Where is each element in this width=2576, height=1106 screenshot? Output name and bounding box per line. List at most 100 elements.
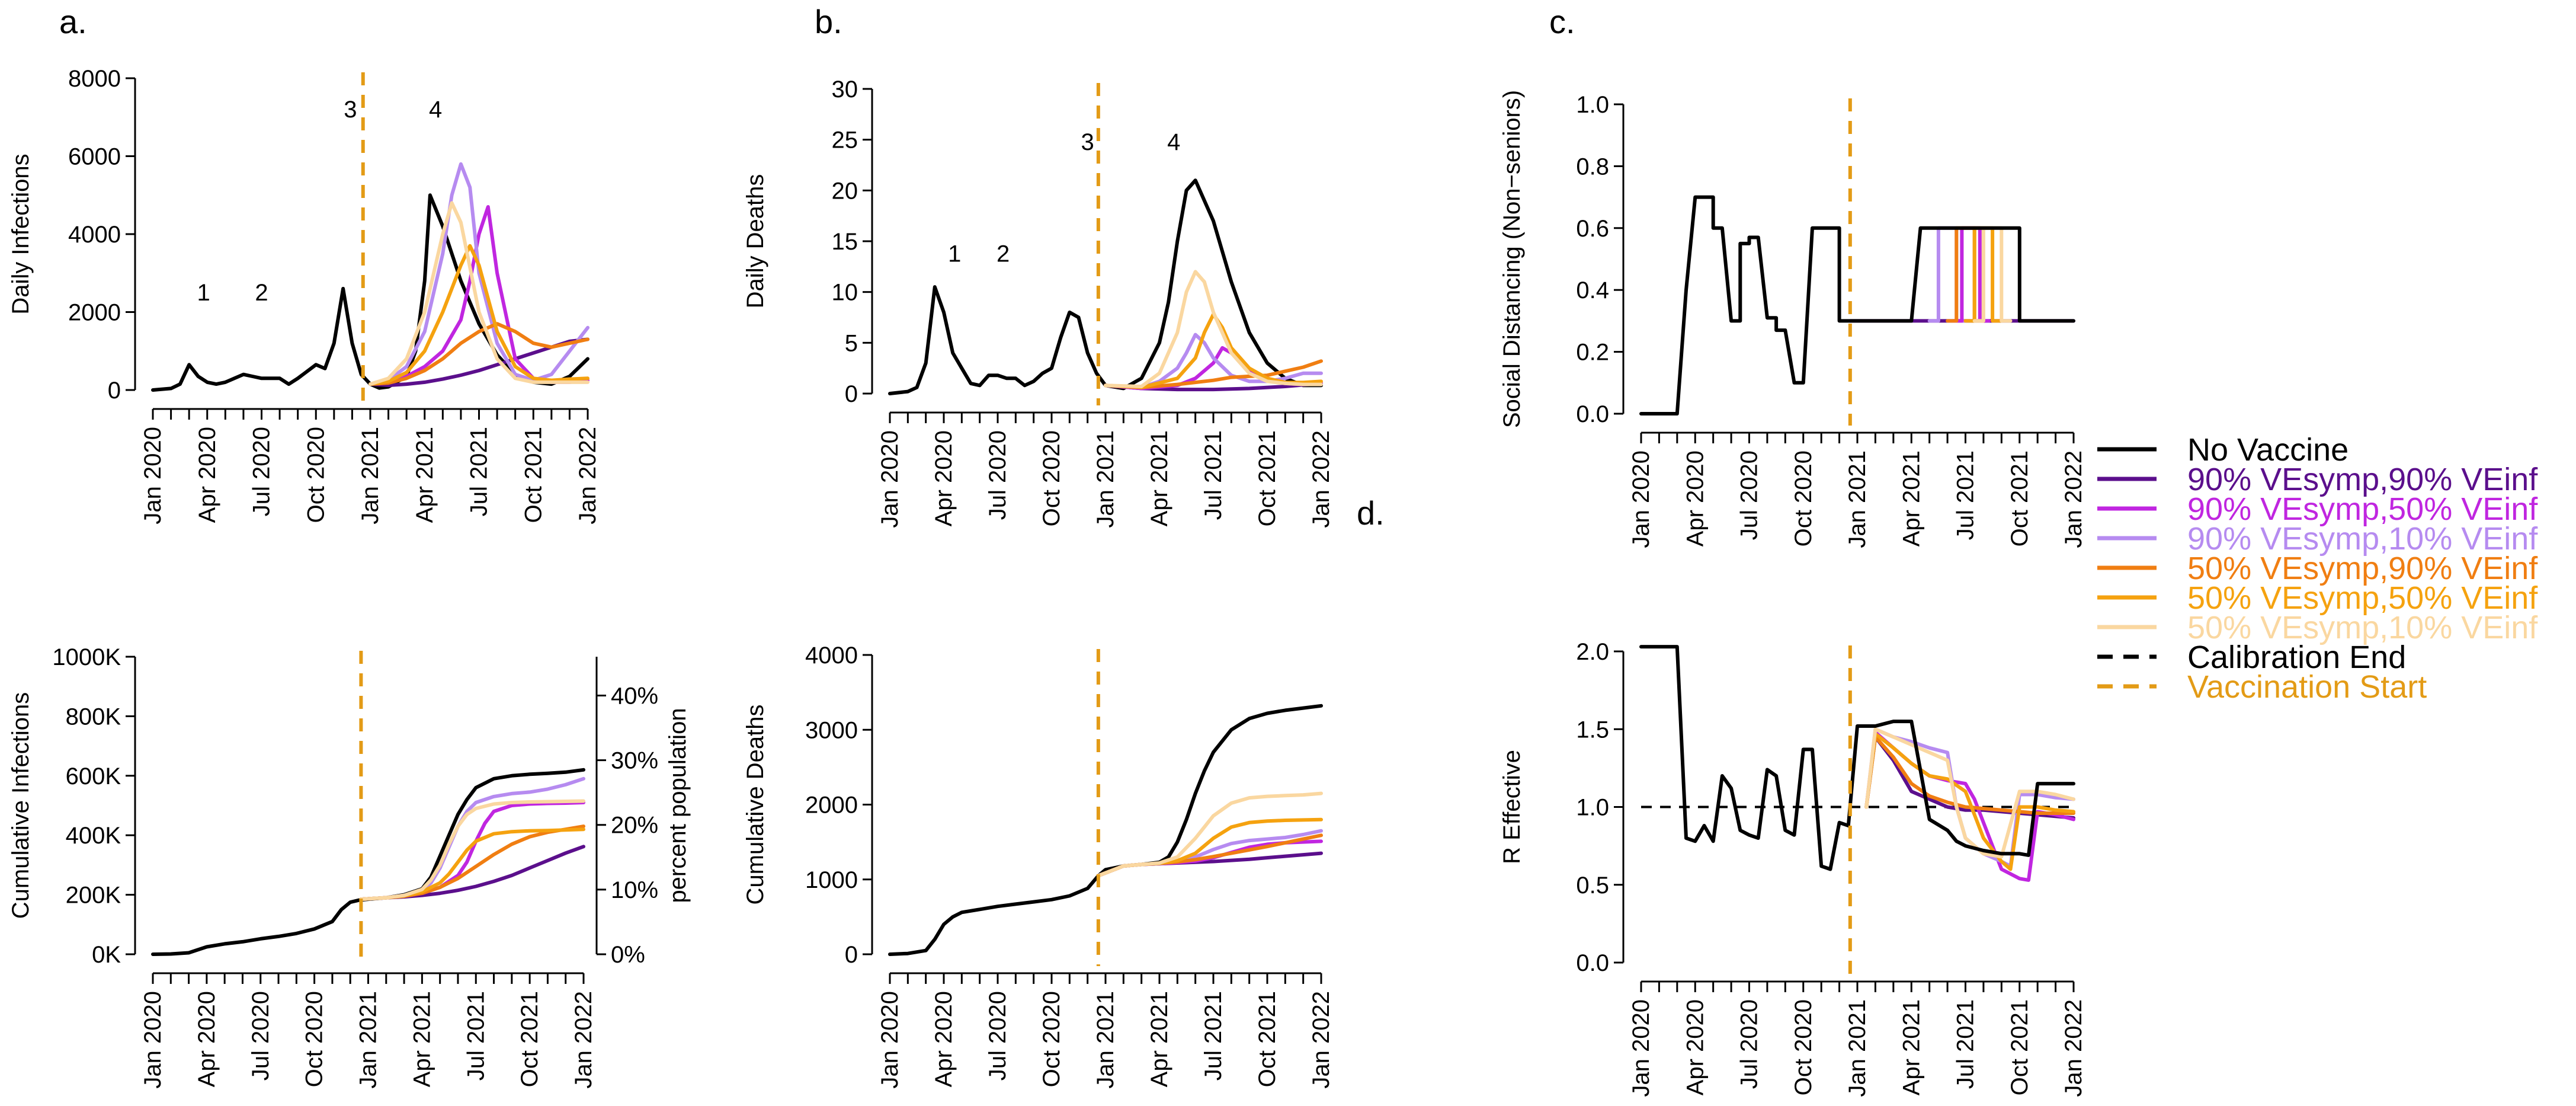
x-tick-label: Apr 2021 — [1146, 991, 1172, 1087]
legend-label: Vaccination Start — [2187, 669, 2427, 705]
x-tick-label: Jul 2020 — [985, 991, 1011, 1081]
series-v5010-line — [369, 201, 589, 386]
y-axis-title: Social Distancing (Non−seniors) — [1499, 90, 1525, 428]
x-tick-label: Jul 2021 — [1200, 991, 1226, 1081]
x-tick-label: Jan 2020 — [140, 991, 166, 1089]
series-v9010-line — [1104, 333, 1323, 389]
x-tick-label: Apr 2021 — [1898, 999, 1924, 1095]
y-tick-label: 600K — [66, 763, 121, 789]
x-tick-label: Jan 2020 — [1628, 999, 1654, 1097]
series-v5090-line — [1864, 735, 2075, 815]
x-tick-label: Apr 2021 — [412, 427, 438, 523]
y-axis-title: Daily Deaths — [742, 174, 768, 309]
y2-tick-label: 10% — [611, 877, 658, 903]
x-tick-label: Jan 2021 — [1844, 999, 1870, 1097]
x-tick-label: Jan 2022 — [1308, 430, 1334, 528]
legend-label: No Vaccine — [2187, 432, 2348, 468]
legend-label: 90% VEsymp,50% VEinf — [2187, 491, 2538, 527]
y2-tick-label: 0% — [611, 942, 645, 968]
wave-label: 4 — [429, 97, 442, 123]
x-tick-label: Oct 2020 — [1790, 450, 1816, 546]
x-tick-label: Jan 2022 — [2061, 450, 2087, 548]
y-tick-label: 1000K — [52, 644, 121, 670]
x-tick-label: Apr 2021 — [1898, 450, 1924, 546]
series-novax-line — [888, 178, 1323, 395]
y-tick-label: 6000 — [68, 144, 121, 170]
series-v5010-line — [1864, 727, 2075, 859]
chart-daily-infections: 0 2000 4000 6000 8000 Daily Infections Jan 202… — [8, 66, 601, 525]
x-tick-label: Jul 2020 — [985, 430, 1011, 520]
legend-label: 90% VEsymp,10% VEinf — [2187, 521, 2538, 557]
y-tick-label: 0.4 — [1576, 277, 1609, 303]
series-v9050-line — [369, 205, 589, 386]
x-tick-label: Oct 2021 — [1254, 430, 1280, 526]
x-tick-label: Apr 2020 — [194, 427, 220, 523]
y-tick-label: 1.0 — [1576, 92, 1609, 118]
series-v5050-line — [1096, 817, 1323, 878]
legend-label: Calibration End — [2187, 640, 2406, 675]
y-tick-label: 400K — [66, 823, 121, 849]
series-v9090-line — [359, 845, 585, 902]
panel-letter-a: a. — [59, 3, 87, 40]
y-tick-label: 8000 — [68, 66, 121, 92]
wave-label: 2 — [997, 241, 1010, 267]
y2-tick-label: 40% — [611, 683, 658, 709]
series-novax-line — [888, 704, 1323, 956]
chart-daily-deaths: 0 5 10 15 20 25 30 Daily Deaths Jan 2020 Apr 2020… — [742, 76, 1334, 528]
x-tick-label: Oct 2020 — [1790, 999, 1816, 1095]
wave-label: 4 — [1167, 129, 1180, 155]
y-tick-label: 0.0 — [1576, 401, 1609, 427]
y-tick-label: 0.8 — [1576, 154, 1609, 180]
y-tick-label: 0 — [845, 942, 858, 968]
y-tick-label: 3000 — [805, 717, 858, 743]
y-tick-label: 0 — [108, 378, 121, 404]
x-tick-label: Jan 2021 — [1092, 430, 1119, 528]
wave-label: 1 — [197, 280, 210, 306]
series-v5010-line — [1096, 791, 1323, 878]
y-tick-label: 1000 — [805, 867, 858, 893]
wave-label: 3 — [1081, 129, 1094, 155]
x-tick-label: Jan 2020 — [1628, 450, 1654, 548]
y-tick-label: 0 — [845, 381, 858, 407]
x-tick-label: Jul 2020 — [249, 427, 275, 516]
x-tick-label: Oct 2021 — [2007, 999, 2033, 1095]
y-tick-label: 0.0 — [1576, 950, 1609, 976]
series-v5050-line — [1864, 732, 2075, 871]
y-tick-label: 4000 — [805, 642, 858, 669]
x-tick-label: Oct 2021 — [520, 427, 546, 523]
y-tick-label: 200K — [66, 883, 121, 909]
y-tick-label: 0.6 — [1576, 216, 1609, 242]
y-tick-label: 0.2 — [1576, 340, 1609, 366]
y-tick-label: 1.0 — [1576, 795, 1609, 821]
panel-letter-c: c. — [1549, 3, 1575, 40]
x-tick-label: Jan 2021 — [355, 991, 382, 1089]
x-tick-label: Jan 2022 — [571, 991, 597, 1089]
series-novax-line — [1639, 645, 2075, 871]
x-tick-label: Apr 2020 — [1682, 999, 1708, 1095]
x-tick-label: Oct 2020 — [1039, 430, 1065, 526]
x-tick-label: Jan 2022 — [575, 427, 601, 525]
series-novax-line — [1639, 195, 2075, 415]
chart-social-distancing: 0.0 0.2 0.4 0.6 0.8 1.0 Social Distancing (Non… — [1499, 90, 2087, 548]
legend-label: 50% VEsymp,90% VEinf — [2187, 551, 2538, 586]
y-tick-label: 800K — [66, 704, 121, 730]
panel-letter-b: b. — [815, 3, 842, 40]
x-tick-label: Jul 2021 — [463, 991, 489, 1081]
y2-tick-label: 30% — [611, 748, 658, 774]
x-tick-label: Apr 2020 — [194, 991, 220, 1087]
y-tick-label: 15 — [832, 229, 858, 255]
series-v5090-line — [1104, 359, 1323, 389]
series-v9010-line — [1096, 829, 1323, 878]
series-v5010-line — [1104, 270, 1323, 388]
series-v5090-line — [369, 322, 589, 386]
series-novax-line — [151, 193, 589, 392]
y-axis-title: Cumulative Infections — [8, 692, 34, 919]
x-tick-label: Jul 2021 — [1953, 450, 1979, 540]
y-tick-label: 2.0 — [1576, 639, 1609, 665]
x-tick-label: Oct 2021 — [517, 991, 543, 1087]
y-tick-label: 4000 — [68, 222, 121, 248]
series-v5050-line — [369, 244, 589, 386]
x-tick-label: Jan 2020 — [877, 430, 903, 528]
